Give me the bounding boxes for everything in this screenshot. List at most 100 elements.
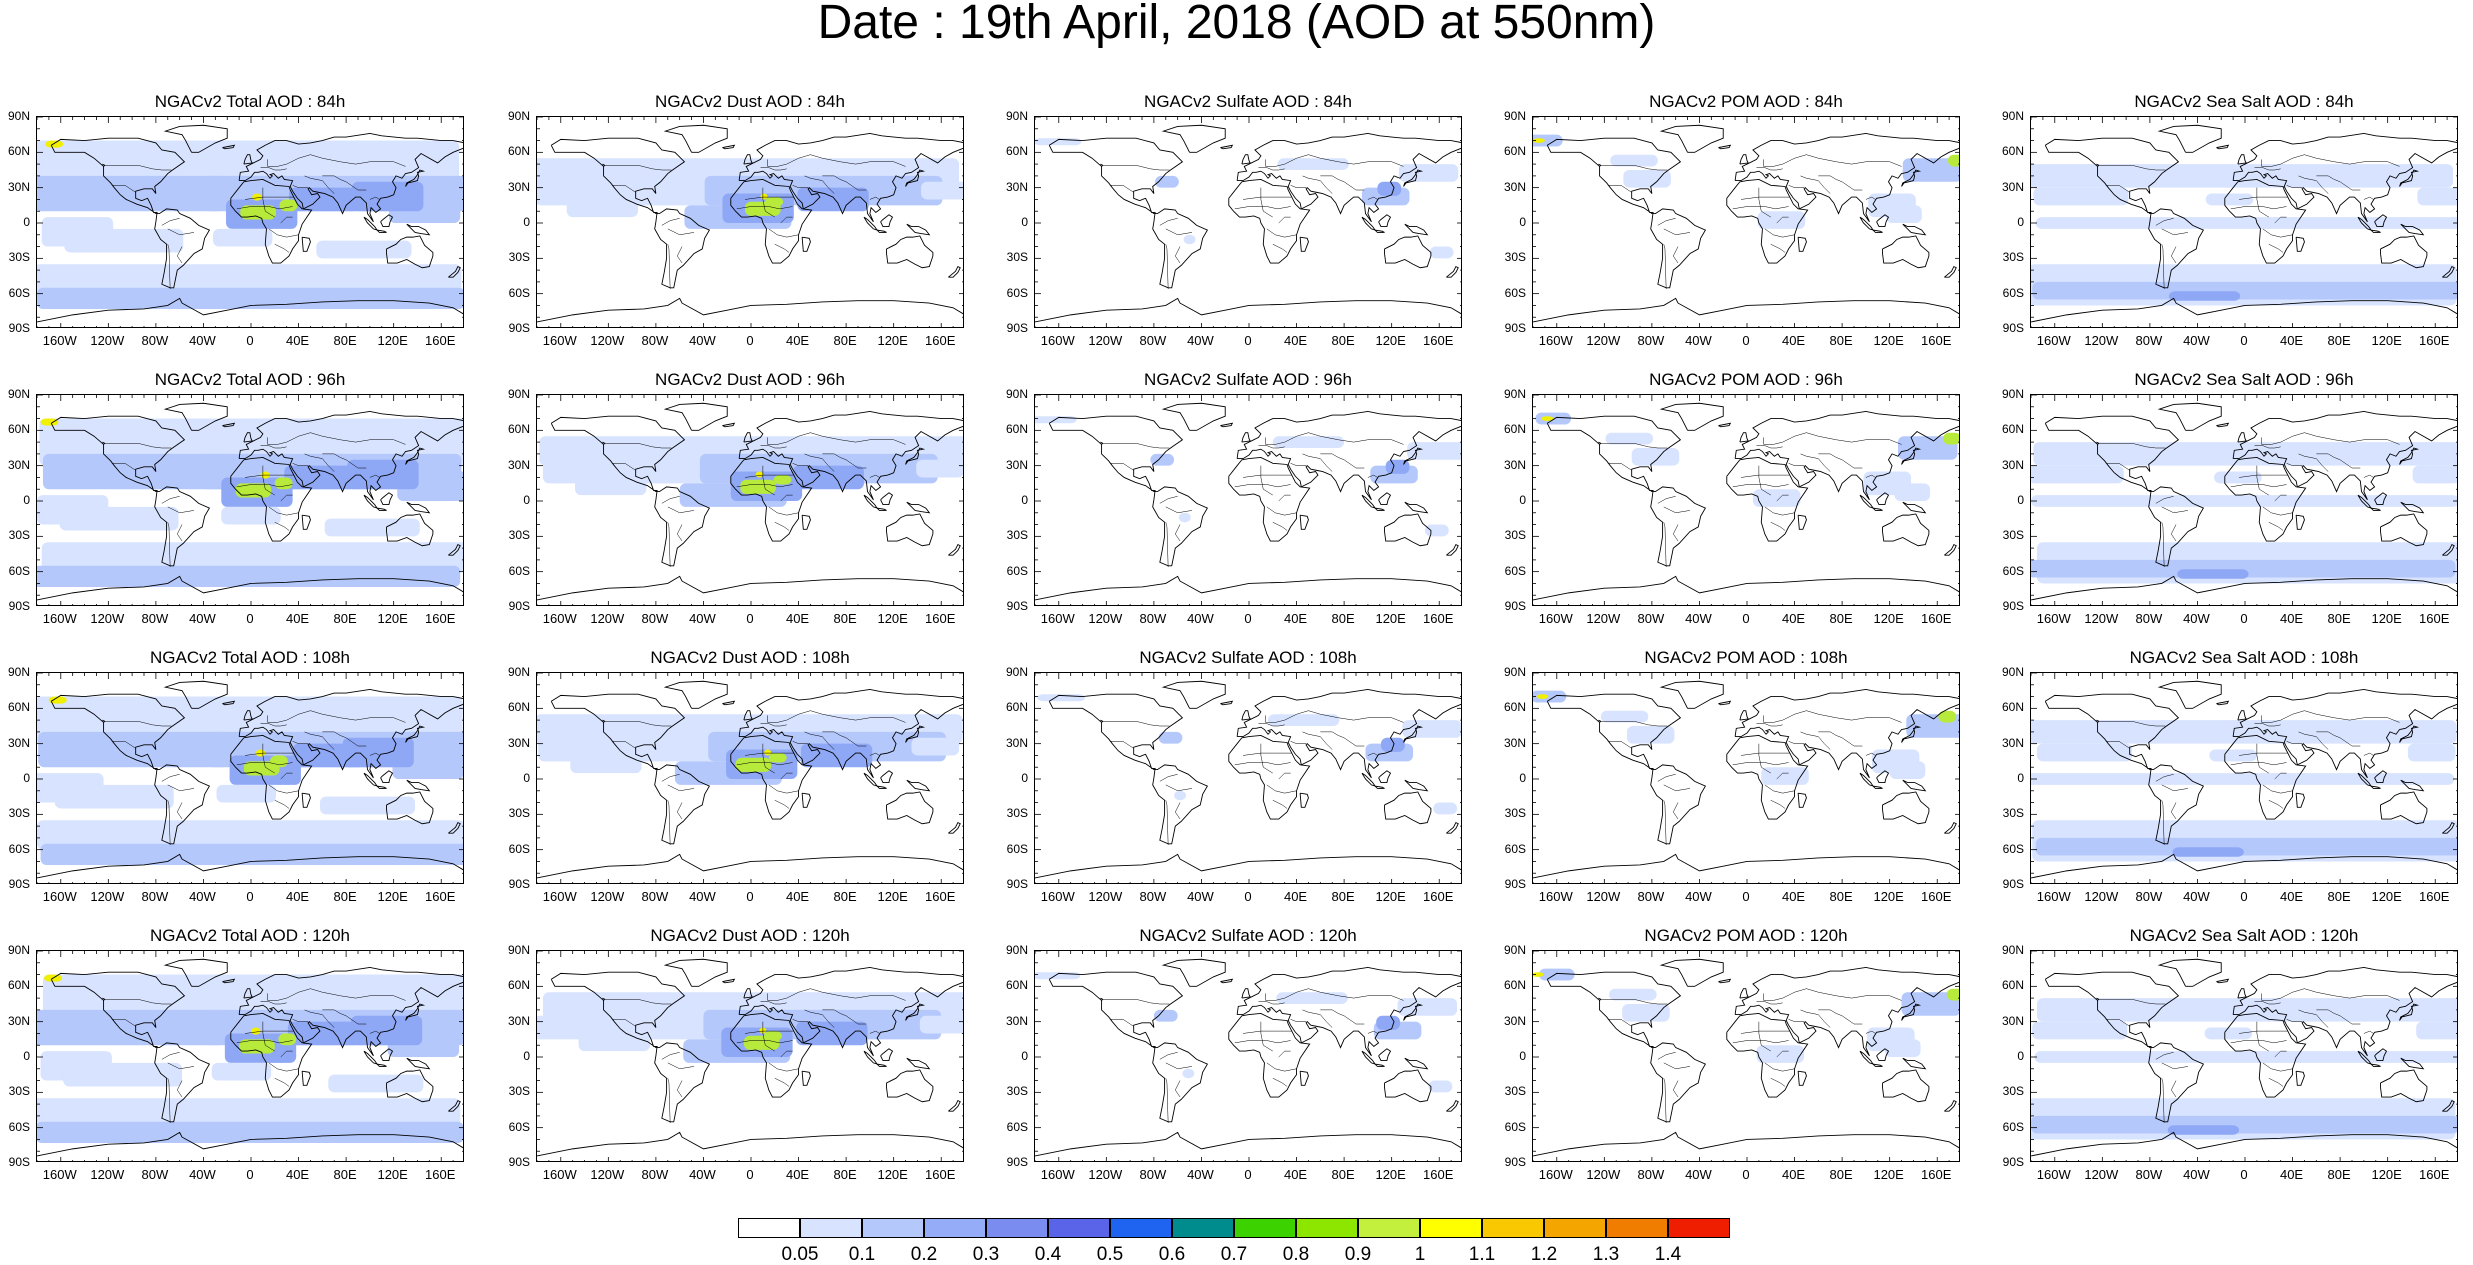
coastline <box>1872 229 1883 233</box>
colorbar-cell <box>1544 1218 1606 1238</box>
latitude-label: 90N <box>2001 387 2024 401</box>
aod-field <box>37 974 463 1143</box>
coastline <box>1876 770 1890 783</box>
country-border <box>1663 506 1690 514</box>
aod-region <box>37 696 463 744</box>
coastline <box>1546 693 1707 845</box>
coastline <box>1299 514 1309 530</box>
country-border <box>661 1052 680 1060</box>
country-border <box>1600 443 1668 449</box>
aod-region <box>324 518 420 537</box>
country-border <box>767 710 906 723</box>
coastline <box>2442 1099 2455 1112</box>
latitude-label: 90S <box>1006 1155 1028 1169</box>
country-border <box>869 196 880 200</box>
coastline <box>1374 229 1385 233</box>
aod-region <box>2412 465 2457 484</box>
coastline <box>2096 163 2100 167</box>
country-border <box>792 1019 809 1022</box>
coastline <box>376 507 387 511</box>
map-frame <box>1532 950 1960 1162</box>
country-border <box>111 185 136 193</box>
country-border <box>1764 1062 1795 1072</box>
coastline <box>906 501 931 514</box>
aod-region <box>1610 154 1658 167</box>
coastline <box>1228 1012 1311 1098</box>
longitude-label: 80E <box>1331 333 1355 348</box>
country-border <box>822 453 867 469</box>
latitude-label: 30S <box>8 806 30 821</box>
country-border <box>1607 741 1632 749</box>
coastline <box>1902 779 1927 792</box>
latitude-label: 60S <box>2002 841 2024 856</box>
latitude-label: 60N <box>1005 144 1028 159</box>
longitude-label: 40W <box>2183 333 2210 348</box>
longitude-label: 40E <box>2279 889 2304 904</box>
coastline <box>243 988 253 999</box>
colorbar-cell <box>1296 1218 1358 1238</box>
aod-region <box>2318 843 2414 854</box>
coastline <box>301 514 311 530</box>
map-frame <box>536 672 964 884</box>
colorbar-cell <box>738 1218 800 1238</box>
latitude-label: 30N <box>1005 735 1028 750</box>
aod-region <box>1385 459 1410 474</box>
longitude-label: 120E <box>1873 889 1904 904</box>
latitude-label: 60N <box>7 422 30 437</box>
country-border <box>676 524 683 542</box>
coastline <box>1404 501 1429 514</box>
coastline <box>2224 734 2307 820</box>
aod-region <box>765 197 784 207</box>
country-border <box>1607 1019 1632 1027</box>
colorbar-cell <box>800 1218 862 1238</box>
aod-map <box>37 117 463 327</box>
country-border <box>2316 175 2361 191</box>
country-border <box>745 752 794 756</box>
coastline <box>1533 297 1959 323</box>
coastline <box>1718 422 1732 428</box>
aod-region <box>289 187 361 212</box>
aod-map <box>2031 395 2457 605</box>
country-border <box>2254 1001 2281 1005</box>
map-panel: NGACv2 Sea Salt AOD : 108h 90N 60N 30N 0 30S 6… <box>1994 648 2473 913</box>
aod-region <box>768 753 787 763</box>
coastlines <box>1035 402 1461 601</box>
country-border <box>1770 799 1786 809</box>
country-border <box>236 206 293 210</box>
latitude-label: 30S <box>8 528 30 543</box>
coastline <box>537 297 963 323</box>
longitude-label: 120W <box>1088 889 1123 904</box>
longitude-label: 120E <box>1375 333 1406 348</box>
country-border <box>167 506 194 514</box>
map-panel: NGACv2 Sea Salt AOD : 120h 90N 60N 30N 0 30S 6… <box>1994 926 2473 1191</box>
aod-region <box>38 731 229 768</box>
country-border <box>2155 218 2174 226</box>
coastline <box>906 223 931 236</box>
country-border <box>2274 216 2287 224</box>
country-border <box>1272 799 1288 809</box>
country-border <box>745 474 794 478</box>
coastline <box>2237 988 2247 999</box>
country-border <box>1663 1078 1667 1123</box>
coastline <box>2157 680 2222 709</box>
coastline <box>2224 456 2307 542</box>
country-border <box>1663 522 1667 567</box>
coastline <box>550 971 711 1123</box>
longitude-label: 120W <box>1088 611 1123 626</box>
coastline <box>1876 492 1890 505</box>
country-border <box>268 784 299 794</box>
longitude-label: 40W <box>189 889 216 904</box>
coastline <box>2380 513 2428 547</box>
country-border <box>1818 453 1863 469</box>
coastline <box>1659 124 1724 153</box>
aod-region <box>740 479 776 494</box>
aod-region <box>48 696 67 704</box>
country-border <box>274 521 290 531</box>
coastline <box>2237 432 2247 443</box>
aod-region <box>1407 442 1461 460</box>
latitude-label: 0 <box>1519 1049 1526 1063</box>
colorbar-cell <box>1668 1218 1730 1238</box>
latitude-label: 60S <box>2002 1119 2024 1134</box>
latitude-label: 30S <box>2002 528 2024 543</box>
coastline <box>301 1070 311 1086</box>
